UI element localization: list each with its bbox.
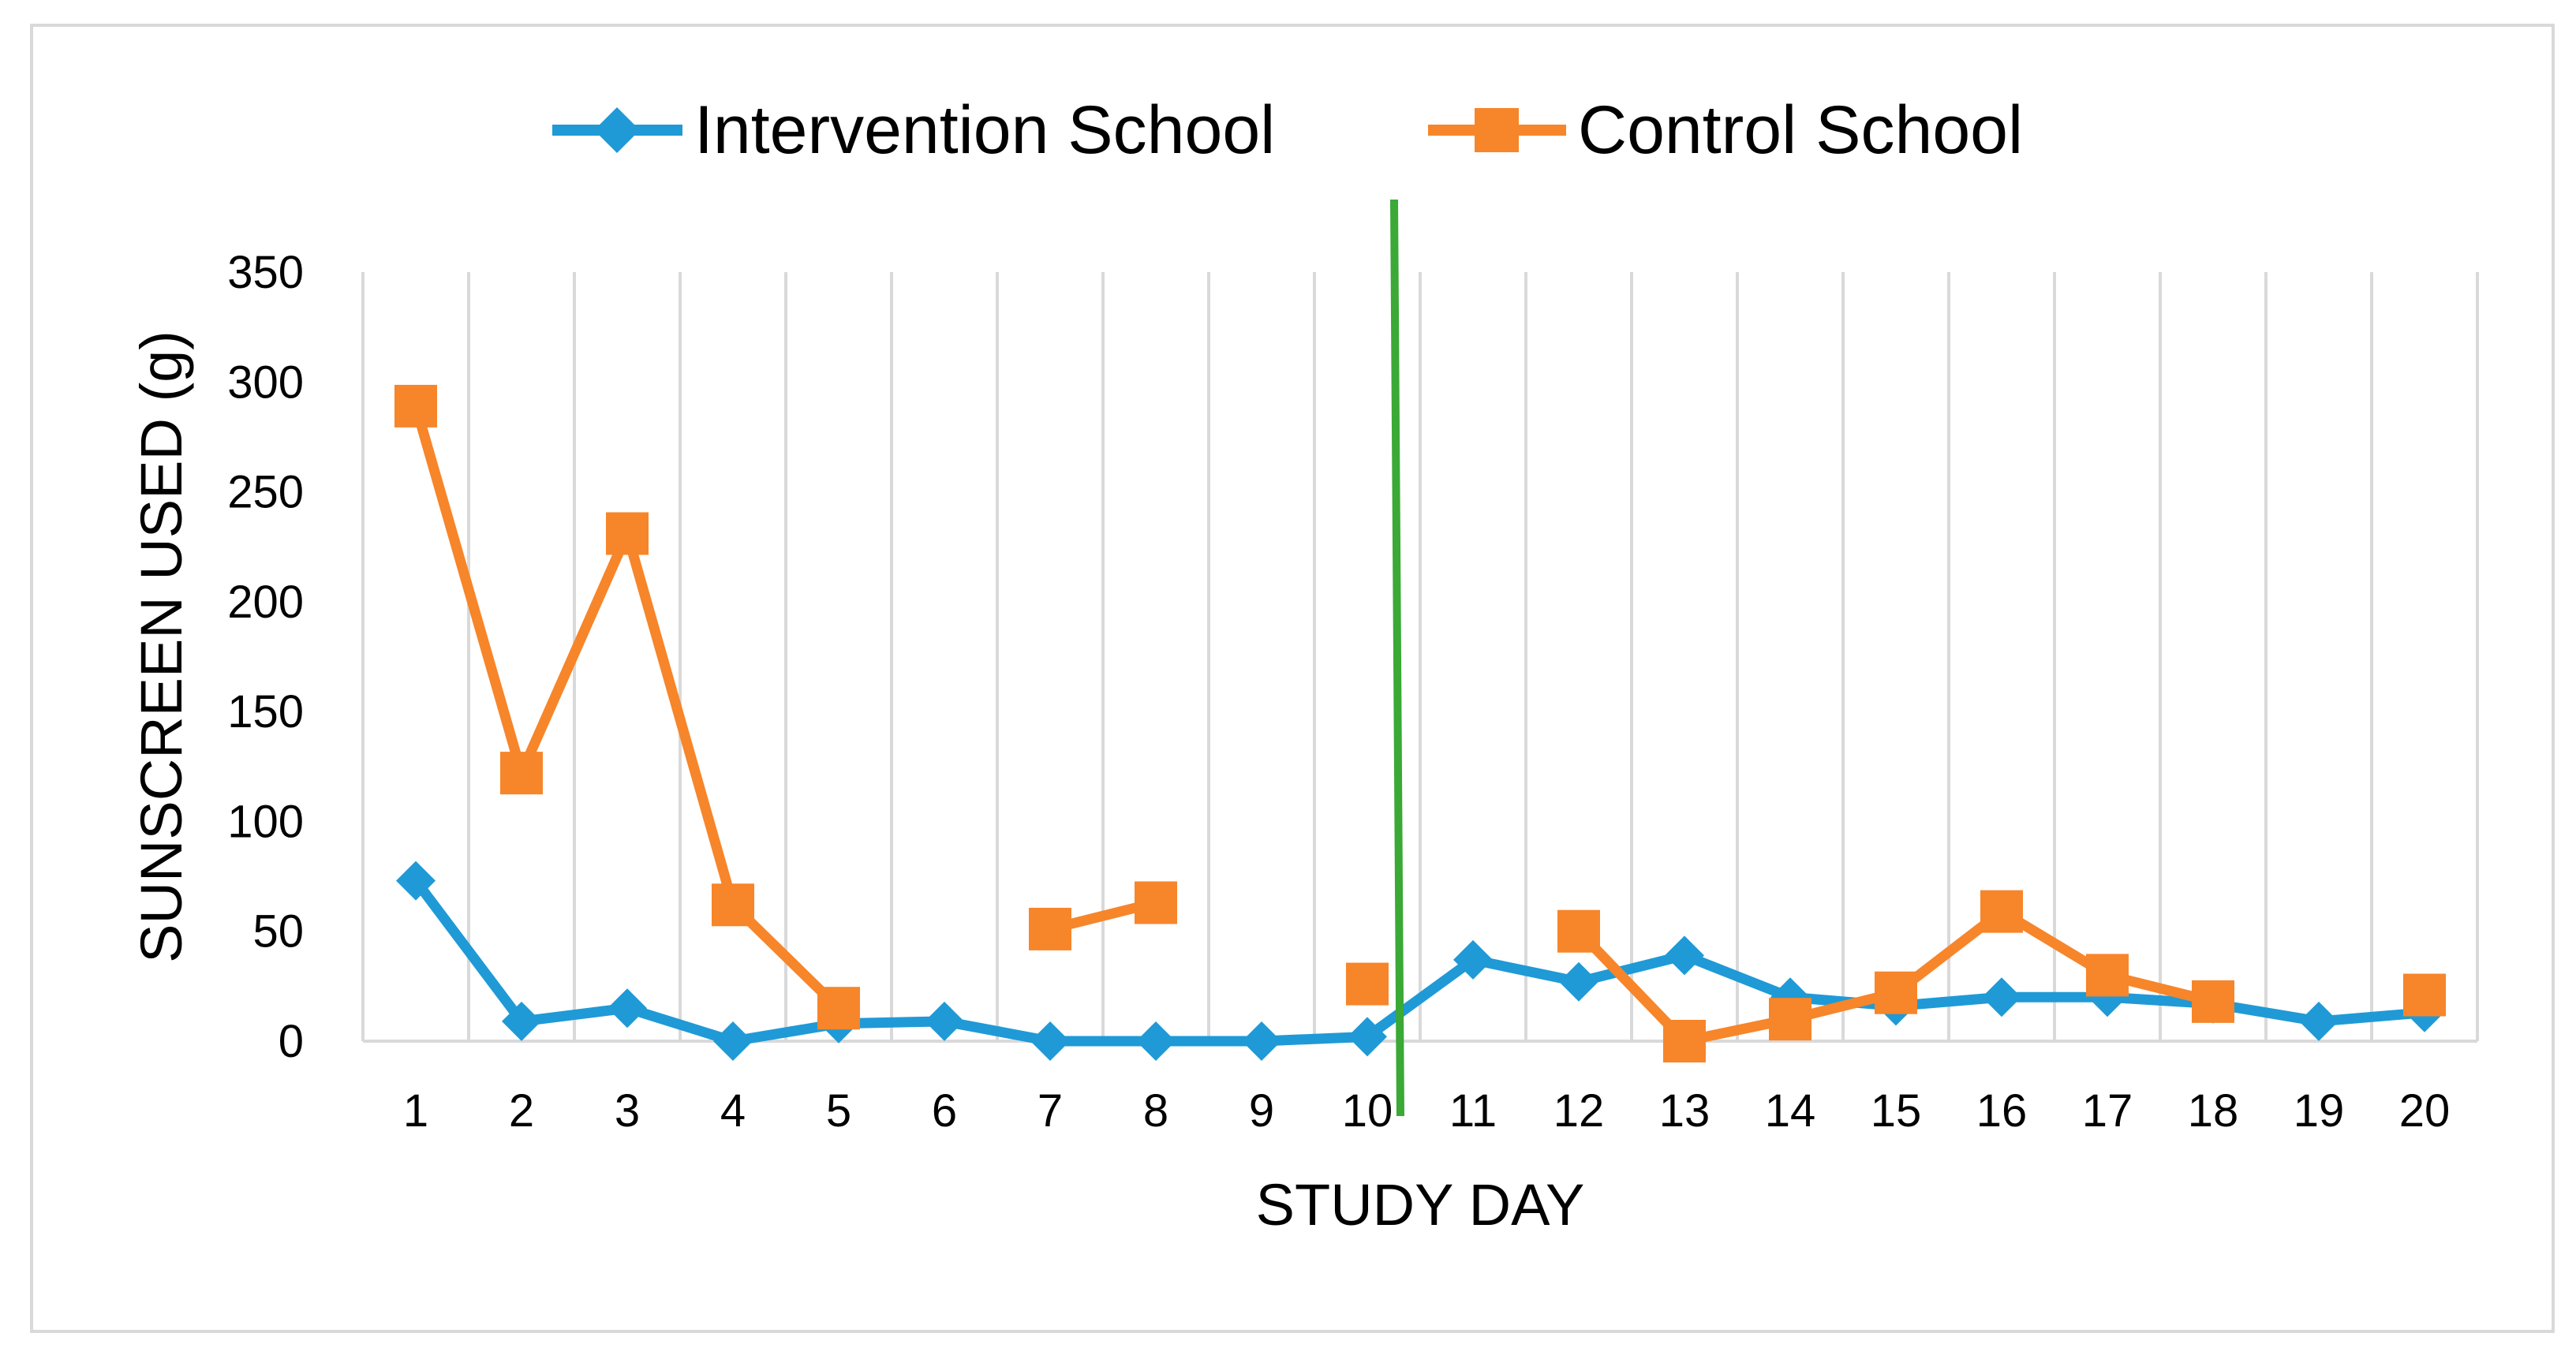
data-point-control-school <box>712 883 754 927</box>
legend-swatch-control-square <box>1475 108 1519 152</box>
x-tick-label: 5 <box>826 1085 851 1137</box>
data-point-intervention-school <box>1348 1017 1387 1057</box>
x-tick-label: 11 <box>1449 1085 1497 1137</box>
data-point-control-school <box>1875 971 1917 1014</box>
x-tick-label: 8 <box>1143 1085 1168 1137</box>
data-point-intervention-school <box>713 1021 753 1061</box>
data-point-control-school <box>1557 909 1600 953</box>
x-tick-label: 14 <box>1765 1085 1816 1137</box>
data-point-control-school <box>2192 980 2234 1023</box>
data-point-intervention-school <box>608 988 647 1029</box>
data-point-intervention-school <box>1453 939 1493 980</box>
legend-swatch-intervention-diamond <box>594 107 640 153</box>
data-point-intervention-school <box>1242 1021 1281 1061</box>
data-point-control-school <box>1029 907 1071 950</box>
data-point-control-school <box>2403 973 2446 1017</box>
data-point-intervention-school <box>502 1001 541 1041</box>
data-point-control-school <box>2086 954 2129 997</box>
y-tick-label: 150 <box>227 686 304 737</box>
x-tick-label: 3 <box>615 1085 640 1137</box>
x-tick-label: 18 <box>2188 1085 2239 1137</box>
x-tick-label: 10 <box>1342 1085 1393 1137</box>
legend-label-control: Control School <box>1578 92 2023 168</box>
data-point-intervention-school <box>1136 1021 1176 1061</box>
data-point-intervention-school <box>1559 961 1598 1002</box>
y-tick-label: 50 <box>252 906 304 958</box>
data-point-control-school <box>1663 1020 1706 1062</box>
x-tick-label: 15 <box>1871 1085 1922 1137</box>
data-point-control-school <box>606 512 649 555</box>
y-tick-label: 350 <box>227 247 304 298</box>
x-tick-label: 12 <box>1553 1085 1605 1137</box>
x-tick-label: 6 <box>932 1085 957 1137</box>
x-tick-label: 16 <box>1976 1085 2028 1137</box>
data-point-intervention-school <box>1665 935 1704 976</box>
x-tick-label: 7 <box>1038 1085 1063 1137</box>
data-point-intervention-school <box>396 861 436 901</box>
x-tick-label: 2 <box>509 1085 534 1137</box>
x-tick-label: 9 <box>1249 1085 1274 1137</box>
data-point-intervention-school <box>2299 1001 2339 1041</box>
x-axis-title: STUDY DAY <box>1256 1172 1585 1238</box>
y-tick-label: 250 <box>227 467 304 518</box>
grid-lines <box>361 272 2479 1041</box>
y-axis-ticks: 0 50 100 150 200 250 300 350 <box>227 247 304 1067</box>
y-tick-label: 300 <box>227 357 304 408</box>
data-point-control-school <box>394 384 437 427</box>
y-tick-label: 100 <box>227 796 304 847</box>
data-point-intervention-school <box>925 1001 964 1041</box>
y-tick-label: 0 <box>279 1016 304 1067</box>
chart-frame <box>30 24 2555 1333</box>
data-point-intervention-school <box>1982 977 2021 1017</box>
data-point-control-school <box>1769 998 1811 1041</box>
x-axis-ticks: 1 2 3 4 5 6 7 8 9 10 11 12 13 14 15 16 17 18 19 20 <box>403 1085 2450 1137</box>
legend-label-intervention: Intervention School <box>694 92 1275 168</box>
x-tick-label: 19 <box>2294 1085 2345 1137</box>
legend: Intervention School Control School <box>552 92 2023 168</box>
data-point-control-school <box>1135 881 1177 924</box>
data-point-control-school <box>500 752 543 795</box>
series-line-control-school <box>410 401 844 1014</box>
intervention-start-line <box>1390 199 1404 1117</box>
legend-item-control: Control School <box>1428 92 2023 168</box>
legend-item-intervention: Intervention School <box>552 92 1275 168</box>
series-markers <box>394 384 2446 1062</box>
data-point-control-school <box>1346 962 1389 1006</box>
y-tick-label: 200 <box>227 577 304 628</box>
data-point-intervention-school <box>1030 1021 1070 1061</box>
data-point-control-school <box>817 987 860 1030</box>
x-tick-label: 13 <box>1659 1085 1710 1137</box>
x-tick-label: 17 <box>2082 1085 2133 1137</box>
x-tick-label: 1 <box>403 1085 428 1137</box>
x-tick-label: 20 <box>2399 1085 2451 1137</box>
data-point-control-school <box>1980 890 2023 933</box>
x-tick-label: 4 <box>720 1085 746 1137</box>
y-axis-title: SUNSCREEN USED (g) <box>129 330 194 963</box>
